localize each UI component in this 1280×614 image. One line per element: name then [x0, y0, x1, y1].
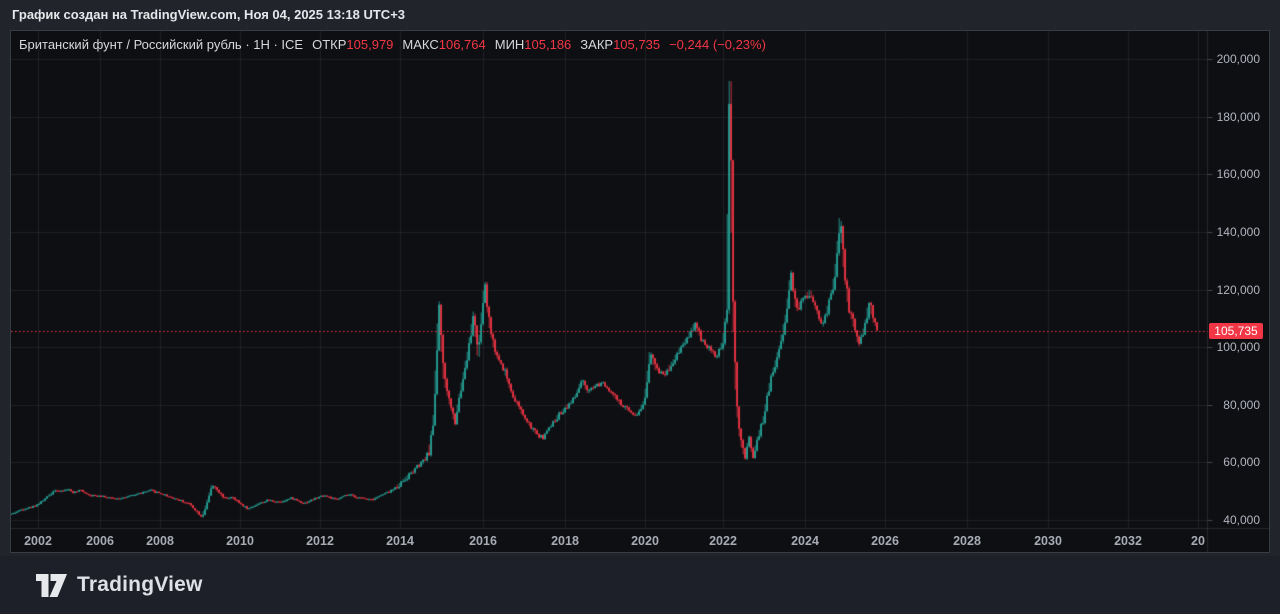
- y-axis-label: 200,000: [1216, 52, 1260, 66]
- x-axis-label: 2014: [386, 534, 414, 548]
- x-axis-label: 2012: [306, 534, 334, 548]
- x-axis-label: 2020: [631, 534, 659, 548]
- ohlc-values: ОТКР105,979 МАКС106,764 МИН105,186 ЗАКР105,…: [303, 37, 660, 52]
- symbol-title: Британский фунт / Российский рубль · 1H …: [19, 37, 304, 52]
- tradingview-logo-icon[interactable]: [36, 573, 67, 597]
- x-axis-label: 2006: [86, 534, 114, 548]
- price-change: −0,244 (−0,23%): [669, 37, 766, 52]
- x-axis-label: 2018: [551, 534, 579, 548]
- chart-legend: Британский фунт / Российский рубль · 1H …: [19, 37, 766, 52]
- x-axis-label: 2024: [791, 534, 819, 548]
- y-axis-label: 100,000: [1216, 340, 1260, 355]
- x-axis-label: 2016: [469, 534, 497, 548]
- footer-bar: TradingView: [0, 556, 1280, 614]
- x-axis-label: 2008: [146, 534, 174, 548]
- chart-pane: Британский фунт / Российский рубль · 1H …: [10, 30, 1270, 553]
- snapshot-attribution: График создан на TradingView.com, Ноя 04…: [12, 7, 406, 22]
- ohlc-field: ЗАКР105,735: [580, 37, 661, 52]
- price-chart-canvas: [11, 31, 1269, 552]
- x-axis-label: 2028: [953, 534, 981, 548]
- y-axis-label: 120,000: [1216, 282, 1260, 297]
- y-axis-label: 180,000: [1216, 109, 1260, 124]
- x-axis-label: 2032: [1114, 534, 1142, 548]
- y-axis-label: 60,000: [1223, 455, 1260, 470]
- ohlc-field: ОТКР105,979: [312, 37, 394, 52]
- y-axis-label: 160,000: [1216, 167, 1260, 182]
- ohlc-field: МИН105,186: [494, 37, 572, 52]
- tradingview-wordmark[interactable]: TradingView: [77, 573, 203, 596]
- x-axis-label: 2022: [709, 534, 737, 548]
- y-axis-label: 40,000: [1223, 513, 1260, 527]
- x-axis-label: 2002: [24, 534, 52, 548]
- x-axis-label: 2030: [1034, 534, 1062, 548]
- y-axis-label: 140,000: [1216, 224, 1260, 239]
- x-axis-label: 20: [1191, 534, 1205, 548]
- y-axis-label: 80,000: [1223, 397, 1260, 412]
- x-axis-label: 2010: [226, 534, 254, 548]
- x-axis-label: 2026: [871, 534, 899, 548]
- last-price-badge: 105,735: [1209, 322, 1263, 339]
- ohlc-field: МАКС106,764: [402, 37, 486, 52]
